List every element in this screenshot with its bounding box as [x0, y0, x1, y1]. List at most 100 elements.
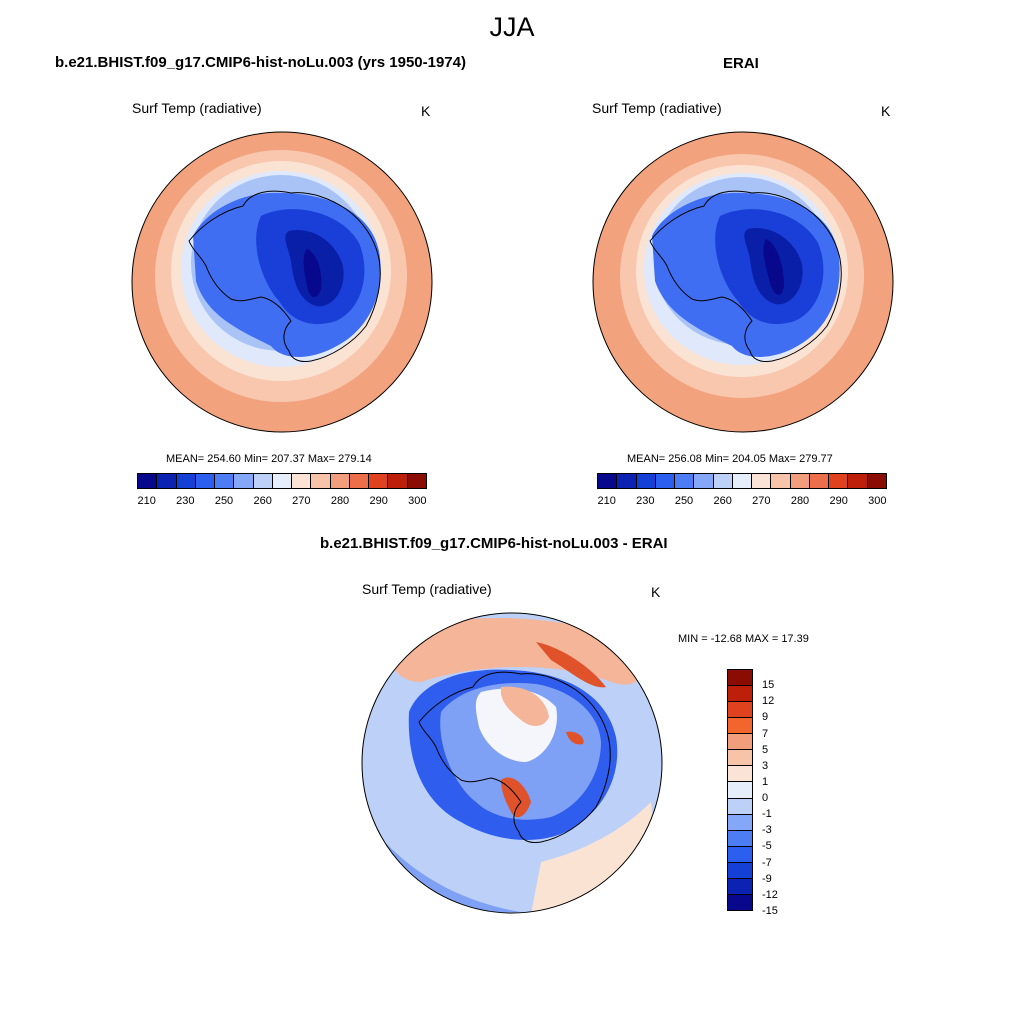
panel3-colorbar-ticks: 15 12 9 7 5 3 1 0 -1 -3 -5 -7 -9 -12 -15 — [762, 669, 802, 917]
panel1-coastline — [188, 190, 381, 362]
panel1-colorbar — [137, 473, 427, 489]
colorbar-tick-label: 250 — [674, 495, 694, 507]
colorbar-swatch — [728, 750, 752, 767]
colorbar-swatch — [771, 474, 791, 488]
panel2-colorbar — [597, 473, 887, 489]
panel2-variable-label: Surf Temp (radiative) — [592, 100, 722, 116]
colorbar-swatch — [234, 474, 254, 488]
colorbar-swatch — [728, 686, 752, 703]
colorbar-swatch — [728, 814, 752, 831]
colorbar-swatch — [728, 862, 752, 879]
panel3-hot-east — [566, 731, 584, 745]
colorbar-tick-label: 3 — [762, 759, 769, 772]
colorbar-tick-label: 210 — [597, 495, 616, 507]
colorbar-swatch — [138, 474, 158, 488]
panel3-variable-label: Surf Temp (radiative) — [362, 581, 492, 597]
colorbar-swatch — [311, 474, 331, 488]
panel1-title: b.e21.BHIST.f09_g17.CMIP6-hist-noLu.003 … — [55, 54, 466, 71]
colorbar-tick-label: -7 — [762, 856, 772, 869]
panel3-field — [362, 613, 662, 913]
colorbar-tick-label: -15 — [762, 905, 778, 917]
colorbar-swatch — [215, 474, 235, 488]
colorbar-swatch — [728, 894, 752, 910]
colorbar-tick-label: 9 — [762, 711, 769, 724]
colorbar-swatch — [369, 474, 389, 488]
colorbar-swatch — [195, 474, 216, 488]
colorbar-tick-label: 270 — [292, 495, 311, 507]
colorbar-tick-label: -9 — [762, 872, 772, 885]
colorbar-tick-label: 15 — [762, 679, 775, 692]
colorbar-tick-label: -3 — [762, 824, 772, 837]
panel1-map-border — [131, 131, 433, 433]
colorbar-swatch — [272, 474, 293, 488]
panel3-stats: MIN = -12.68 MAX = 17.39 — [678, 633, 809, 645]
colorbar-swatch — [694, 474, 714, 488]
colorbar-tick-label: 7 — [762, 727, 769, 740]
panel2-units-label: K — [881, 103, 891, 119]
colorbar-tick-label: 260 — [253, 495, 272, 507]
colorbar-swatch — [253, 474, 273, 488]
colorbar-tick-label: 300 — [868, 495, 887, 507]
panel3-map — [361, 612, 663, 914]
colorbar-tick-label: -5 — [762, 840, 772, 853]
colorbar-swatch — [728, 798, 752, 815]
colorbar-swatch — [349, 474, 370, 488]
colorbar-tick-label: 210 — [137, 495, 156, 507]
colorbar-tick-label: 250 — [214, 495, 234, 507]
colorbar-swatch — [292, 474, 312, 488]
colorbar-swatch — [728, 670, 752, 687]
colorbar-swatch — [728, 782, 752, 799]
colorbar-tick-label: 260 — [713, 495, 732, 507]
colorbar-tick-label: 280 — [790, 495, 810, 507]
colorbar-swatch — [728, 702, 752, 719]
panel3-hot-streak — [536, 642, 606, 688]
colorbar-tick-label: 5 — [762, 743, 769, 756]
colorbar-swatch — [790, 474, 810, 488]
colorbar-swatch — [675, 474, 695, 488]
panel2-field — [593, 132, 893, 432]
panel3-colorbar — [727, 669, 753, 911]
colorbar-swatch — [728, 830, 752, 847]
panel2-stats: MEAN= 256.08 Min= 204.05 Max= 279.77 — [627, 453, 833, 465]
colorbar-swatch — [728, 718, 752, 735]
colorbar-swatch — [598, 474, 618, 488]
panel1-stats: MEAN= 254.60 Min= 207.37 Max= 279.14 — [166, 453, 372, 465]
colorbar-swatch — [867, 474, 886, 488]
colorbar-tick-label: 230 — [176, 495, 195, 507]
colorbar-swatch — [388, 474, 408, 488]
colorbar-tick-label: 300 — [408, 495, 427, 507]
colorbar-swatch — [655, 474, 676, 488]
colorbar-tick-label: 290 — [369, 495, 388, 507]
colorbar-swatch — [728, 734, 752, 751]
colorbar-swatch — [157, 474, 177, 488]
panel3-title: b.e21.BHIST.f09_g17.CMIP6-hist-noLu.003 … — [320, 535, 668, 552]
colorbar-tick-label: -12 — [762, 888, 778, 901]
panel1-land-min — [303, 249, 322, 297]
panel2-coastline — [649, 190, 842, 362]
panel1-field — [132, 132, 432, 432]
panel1-colorbar-ticks: 210 230 250 260 270 280 290 300 — [137, 495, 427, 509]
panel2-map — [592, 131, 894, 433]
colorbar-swatch — [829, 474, 849, 488]
panel1-map — [131, 131, 433, 433]
colorbar-swatch — [636, 474, 656, 488]
colorbar-tick-label: 230 — [636, 495, 655, 507]
colorbar-swatch — [809, 474, 830, 488]
panel2-map-border — [592, 131, 894, 433]
colorbar-tick-label: 0 — [762, 792, 769, 805]
panel2-colorbar-ticks: 210 230 250 260 270 280 290 300 — [597, 495, 887, 509]
colorbar-tick-label: 290 — [829, 495, 848, 507]
colorbar-swatch — [617, 474, 637, 488]
colorbar-swatch — [330, 474, 350, 488]
panel2-land-min — [763, 239, 784, 295]
colorbar-tick-label: 1 — [762, 775, 769, 788]
colorbar-tick-label: 280 — [330, 495, 350, 507]
colorbar-swatch — [728, 846, 752, 863]
colorbar-tick-label: 270 — [752, 495, 771, 507]
colorbar-tick-label: -1 — [762, 808, 772, 821]
colorbar-swatch — [407, 474, 426, 488]
panel3-units-label: K — [651, 584, 661, 600]
colorbar-swatch — [728, 766, 752, 783]
colorbar-swatch — [728, 878, 752, 895]
panel3-coastline — [418, 671, 611, 843]
